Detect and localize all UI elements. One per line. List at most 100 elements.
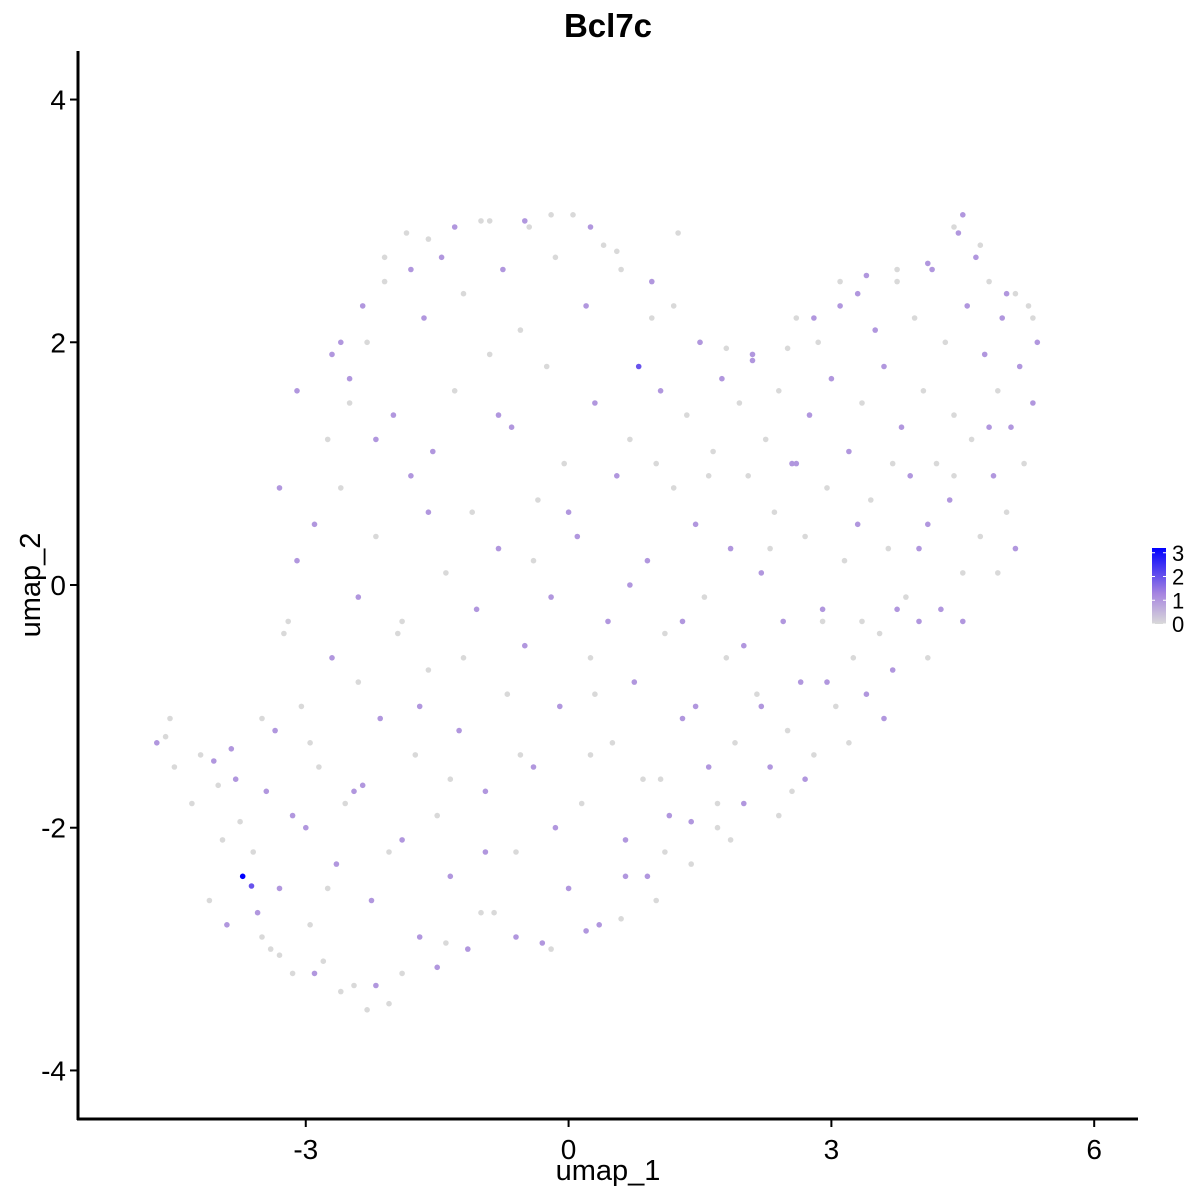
data-point [491,909,497,916]
data-point [237,818,243,825]
data-point [329,351,335,358]
data-point [819,606,826,613]
chart-title: Bcl7c [564,7,652,44]
data-point [925,260,931,267]
data-point [903,594,909,600]
data-point [920,388,927,394]
data-point [342,800,349,807]
data-point [929,266,935,273]
data-point [399,618,405,625]
data-point [789,460,795,467]
data-point [316,764,322,770]
data-point [697,339,703,346]
data-point [859,400,865,406]
data-point [811,752,817,758]
data-point [338,339,344,346]
data-point [561,460,567,467]
data-point [627,436,633,443]
data-point [289,970,296,977]
data-point [889,460,896,467]
data-point [294,557,300,564]
data-point [933,460,940,467]
data-point [649,315,655,321]
data-point [548,212,554,218]
data-point [981,351,988,358]
data-point [741,800,747,807]
data-point [403,230,410,236]
data-point [960,212,966,218]
data-point [868,497,874,503]
data-point [447,873,454,880]
data-point [250,849,256,855]
data-point [736,400,743,406]
data-point [846,448,852,455]
data-point [408,266,414,273]
data-point [999,315,1005,321]
data-point [622,873,629,880]
data-point [609,740,616,746]
data-point [894,266,900,273]
data-point [837,303,843,309]
data-point [854,290,861,297]
data-point [973,254,979,261]
data-point [368,897,375,904]
data-point [412,752,419,758]
data-point [526,224,532,230]
data-point [443,940,449,946]
data-point [592,400,598,406]
x-ticks: -3 0 3 6 [293,1119,1102,1165]
data-point [425,509,432,515]
data-point [451,224,458,230]
data-point [850,655,857,661]
data-point [456,727,462,734]
data-point [723,345,730,352]
data-point [618,266,624,273]
data-point [522,218,528,224]
data-point [416,934,423,940]
data-point [819,618,826,625]
data-point [692,521,699,528]
data-point [513,849,519,855]
data-point [434,812,441,819]
data-point [688,818,694,825]
data-point [206,897,213,904]
data-point [1003,509,1010,515]
data-point [587,655,594,661]
data-point [1021,460,1027,467]
data-point [925,521,931,528]
data-point [386,1000,392,1007]
legend-tick-label: 1 [1172,588,1184,613]
data-point [666,812,673,819]
data-point [863,691,870,697]
data-point [719,375,725,382]
data-point [355,679,362,685]
data-point [281,630,287,637]
data-point [364,339,370,346]
data-point [977,242,984,248]
data-point [925,655,931,661]
data-point [793,315,800,321]
y-axis-title: umap_2 [15,533,47,638]
data-point [964,303,970,309]
data-point [705,764,712,770]
data-point [600,242,607,248]
data-point [587,224,594,230]
data-point [232,776,239,782]
data-point [390,412,397,418]
data-point [828,375,835,382]
data-point [259,715,265,722]
data-point [465,946,471,952]
data-point [705,473,712,479]
data-point [530,764,537,770]
data-point [951,473,957,479]
data-point [771,509,778,515]
data-point [876,630,883,637]
data-point [784,345,791,352]
data-point [815,339,821,346]
data-point [745,473,751,479]
data-point [224,922,230,928]
data-point [373,436,379,443]
data-point [329,655,335,661]
data-point [239,873,246,880]
data-point [714,800,721,807]
